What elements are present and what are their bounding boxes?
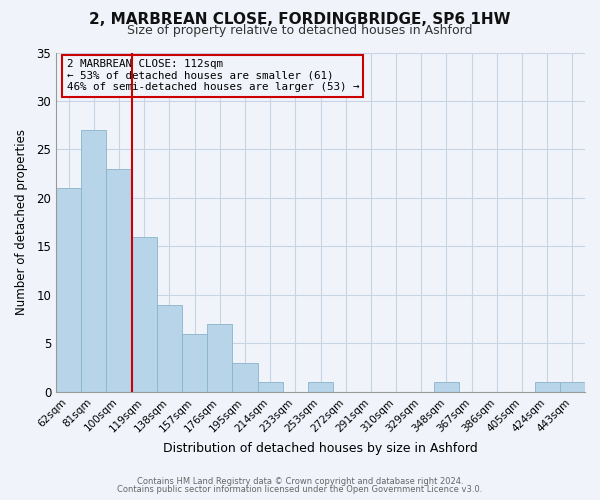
Bar [157,304,182,392]
Text: 2, MARBREAN CLOSE, FORDINGBRIDGE, SP6 1HW: 2, MARBREAN CLOSE, FORDINGBRIDGE, SP6 1H… [89,12,511,28]
Text: Contains public sector information licensed under the Open Government Licence v3: Contains public sector information licen… [118,485,482,494]
Bar [308,382,333,392]
Y-axis label: Number of detached properties: Number of detached properties [15,129,28,315]
Bar [106,169,131,392]
Bar [232,363,257,392]
Bar [182,334,207,392]
Bar [434,382,459,392]
X-axis label: Distribution of detached houses by size in Ashford: Distribution of detached houses by size … [163,442,478,455]
Text: Size of property relative to detached houses in Ashford: Size of property relative to detached ho… [127,24,473,37]
Bar [131,237,157,392]
Text: 2 MARBREAN CLOSE: 112sqm
← 53% of detached houses are smaller (61)
46% of semi-d: 2 MARBREAN CLOSE: 112sqm ← 53% of detach… [67,60,359,92]
Bar [535,382,560,392]
Bar [560,382,585,392]
Bar [257,382,283,392]
Text: Contains HM Land Registry data © Crown copyright and database right 2024.: Contains HM Land Registry data © Crown c… [137,477,463,486]
Bar [81,130,106,392]
Bar [207,324,232,392]
Bar [56,188,81,392]
